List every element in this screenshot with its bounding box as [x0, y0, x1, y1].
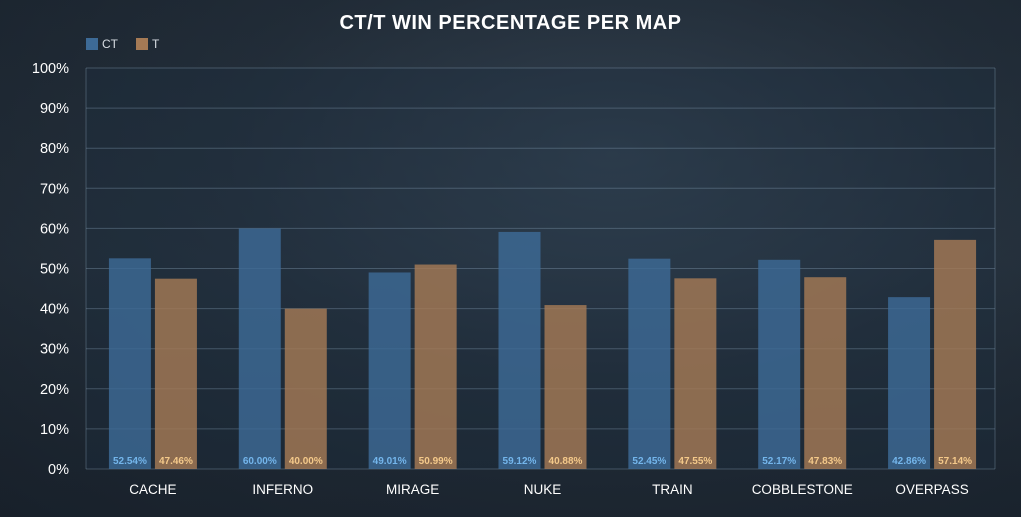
bar-t-mirage: [414, 264, 457, 469]
bar-ct-cobblestone: [758, 259, 801, 469]
bar-ct-nuke: [498, 231, 541, 469]
legend-item-t: T: [136, 37, 159, 51]
bar-ct-train: [628, 258, 671, 469]
legend-label-ct: CT: [102, 37, 118, 51]
y-tick-label: 80%: [40, 141, 69, 157]
y-tick-label: 10%: [40, 422, 69, 438]
bar-t-overpass: [934, 239, 977, 469]
data-label-t-mirage: 50.99%: [419, 456, 453, 467]
chart-title: CT/T WIN PERCENTAGE PER MAP: [339, 12, 682, 34]
bar-t-nuke: [544, 305, 587, 469]
y-tick-label: 0%: [48, 462, 69, 478]
x-category-label: INFERNO: [252, 482, 313, 497]
legend-swatch-ct: [86, 38, 98, 50]
data-label-ct-cobblestone: 52.17%: [762, 456, 796, 467]
y-tick-label: 100%: [32, 61, 69, 77]
data-label-t-overpass: 57.14%: [938, 456, 972, 467]
bar-t-train: [674, 278, 717, 469]
bar-t-cache: [154, 278, 197, 469]
x-category-label: COBBLESTONE: [752, 482, 853, 497]
x-category-label: MIRAGE: [386, 482, 439, 497]
data-label-ct-train: 52.45%: [632, 456, 666, 467]
data-label-t-nuke: 40.88%: [549, 456, 583, 467]
y-tick-label: 30%: [40, 342, 69, 358]
legend-item-ct: CT: [86, 37, 118, 51]
data-label-ct-mirage: 49.01%: [373, 456, 407, 467]
y-tick-label: 50%: [40, 262, 69, 278]
y-tick-label: 90%: [40, 101, 69, 117]
data-label-ct-inferno: 60.00%: [243, 456, 277, 467]
x-category-label: CACHE: [129, 482, 176, 497]
bar-ct-mirage: [368, 272, 411, 469]
x-category-label: NUKE: [524, 482, 562, 497]
x-category-label: TRAIN: [652, 482, 693, 497]
bar-ct-overpass: [888, 297, 931, 469]
data-label-t-inferno: 40.00%: [289, 456, 323, 467]
x-category-label: OVERPASS: [895, 482, 968, 497]
bar-ct-inferno: [238, 228, 281, 469]
data-label-t-cache: 47.46%: [159, 456, 193, 467]
bar-ct-cache: [108, 258, 151, 469]
y-tick-label: 40%: [40, 302, 69, 318]
data-label-ct-overpass: 42.86%: [892, 456, 926, 467]
y-tick-label: 70%: [40, 181, 69, 197]
data-label-t-train: 47.55%: [678, 456, 712, 467]
legend-label-t: T: [152, 37, 160, 51]
data-label-ct-nuke: 59.12%: [503, 456, 537, 467]
y-tick-label: 20%: [40, 382, 69, 398]
bar-t-inferno: [284, 308, 327, 469]
data-label-ct-cache: 52.54%: [113, 456, 147, 467]
legend-swatch-t: [136, 38, 148, 50]
bar-t-cobblestone: [804, 277, 847, 469]
y-tick-label: 60%: [40, 221, 69, 237]
data-label-t-cobblestone: 47.83%: [808, 456, 842, 467]
